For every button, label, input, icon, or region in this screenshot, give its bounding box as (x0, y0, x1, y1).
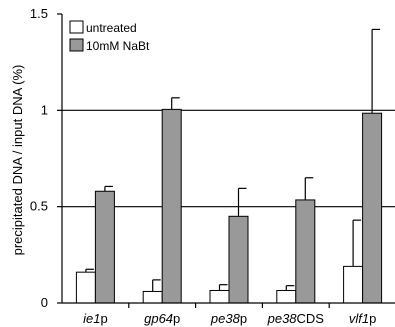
legend-swatch-nabt (70, 39, 83, 51)
category-label-italic: gp64 (144, 311, 173, 326)
category-label-suffix: p (100, 311, 107, 326)
y-tick-label: 1 (41, 102, 48, 117)
y-tick-labels: 0 0.5 1 1.5 (30, 6, 48, 310)
category-label-suffix: p (240, 311, 247, 326)
bar-untreated (344, 266, 363, 303)
bar-untreated (76, 272, 95, 303)
bar-untreated (210, 290, 229, 303)
category-label-italic: vlf1 (349, 311, 369, 326)
category-label: gp64p (144, 311, 180, 326)
bar-untreated (143, 291, 162, 303)
category-label-italic: pe38 (210, 311, 241, 326)
category-label-suffix: p (173, 311, 180, 326)
y-tick-label: 0 (41, 295, 48, 310)
category-label-italic: ie1 (83, 311, 100, 326)
legend-swatch-untreated (70, 21, 83, 33)
category-label-suffix: CDS (297, 311, 325, 326)
category-label: vlf1p (349, 311, 376, 326)
y-tick-label: 0.5 (30, 199, 48, 214)
bar-nabt (162, 109, 181, 303)
category-label: pe38CDS (267, 311, 325, 326)
y-axis-title: precipitated DNA / input DNA (%) (10, 65, 25, 256)
legend: untreated 10mM NaBt (70, 21, 150, 53)
y-tick-label: 1.5 (30, 6, 48, 21)
bar-untreated (277, 290, 296, 303)
category-label-suffix: p (369, 311, 376, 326)
category-label: ie1p (83, 311, 108, 326)
bar-nabt (95, 191, 114, 303)
legend-label: untreated (86, 21, 137, 35)
bar-nabt (229, 216, 248, 303)
bar-nabt (363, 113, 382, 303)
category-label: pe38p (210, 311, 247, 326)
category-label-italic: pe38 (267, 311, 298, 326)
legend-label: 10mM NaBt (86, 39, 150, 53)
bar-nabt (296, 200, 315, 303)
x-category-labels: ie1p gp64p pe38p pe38CDS vlf1p (83, 311, 376, 326)
